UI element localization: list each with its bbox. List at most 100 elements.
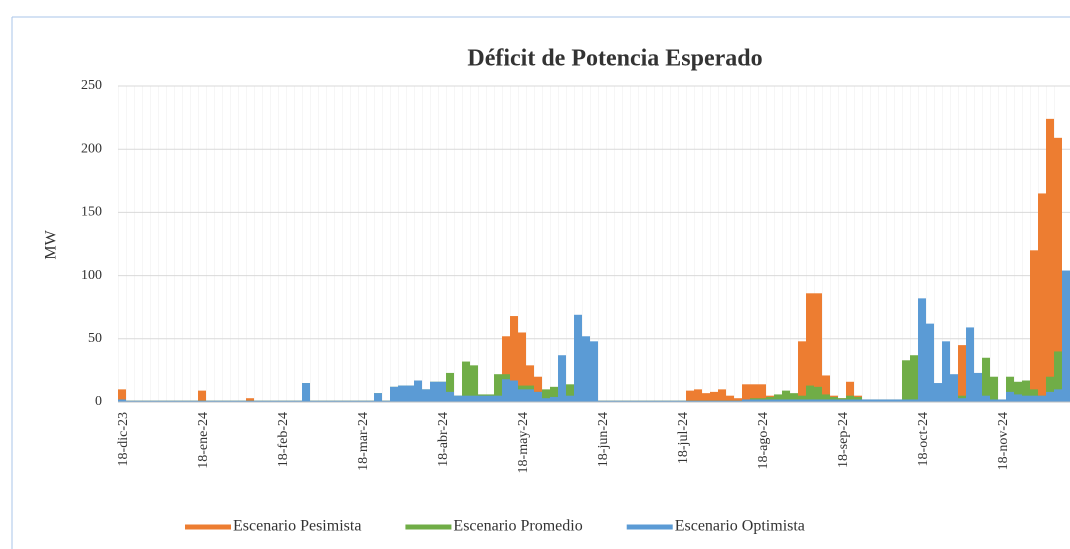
bar [846, 381, 854, 402]
bar [982, 395, 990, 402]
bar [806, 385, 814, 402]
bar [734, 400, 742, 402]
y-tick-label: 50 [88, 331, 102, 346]
chart-title: Déficit de Potencia Esperado [467, 46, 762, 72]
bar [222, 400, 230, 402]
x-tick-label: 18-oct-24 [916, 412, 931, 466]
bar [542, 398, 550, 402]
bar [710, 391, 718, 402]
bar [638, 400, 646, 402]
bar [766, 399, 774, 402]
bar [262, 400, 270, 402]
bar [230, 400, 238, 402]
bar [910, 399, 918, 402]
bar [518, 332, 526, 402]
bar [550, 396, 558, 402]
bar [134, 400, 142, 402]
bar [518, 389, 526, 402]
bar [414, 380, 422, 402]
bar [182, 400, 190, 402]
bar [894, 399, 902, 402]
bar [390, 386, 398, 402]
bar [310, 400, 318, 402]
bar [590, 341, 598, 402]
bar [558, 355, 566, 402]
bar [726, 395, 734, 402]
bar [622, 400, 630, 402]
bar [534, 376, 542, 402]
bar [830, 399, 838, 402]
bar [1038, 395, 1046, 402]
bar [942, 341, 950, 402]
bar [1006, 391, 1014, 402]
bar [566, 395, 574, 402]
bar [318, 400, 326, 402]
x-tick-label: 18-jun-24 [596, 412, 611, 467]
bar [774, 394, 782, 402]
bar [902, 399, 910, 402]
bar [966, 327, 974, 402]
x-tick-label: 18-jul-24 [676, 412, 691, 464]
bar [790, 393, 798, 402]
bar [790, 399, 798, 402]
x-tick-label: 18-sep-24 [836, 412, 851, 468]
bar [190, 400, 198, 402]
bar [142, 400, 150, 402]
bar [758, 399, 766, 402]
bar [630, 400, 638, 402]
bar [1038, 193, 1046, 402]
bar [486, 395, 494, 402]
y-tick-label: 250 [81, 78, 102, 93]
y-axis-label: MW [43, 229, 60, 259]
bar [606, 400, 614, 402]
bar [246, 400, 254, 402]
bar [686, 390, 694, 402]
bar [958, 345, 966, 402]
bar [846, 395, 854, 402]
bar [462, 395, 470, 402]
bar [886, 399, 894, 402]
bar [534, 391, 542, 402]
bar [982, 357, 990, 402]
bar [950, 374, 958, 402]
bar [1054, 389, 1062, 402]
bar [1054, 137, 1062, 402]
bar [406, 385, 414, 402]
bar [1030, 395, 1038, 402]
bar [718, 400, 726, 402]
bar [1006, 376, 1014, 402]
bar [822, 375, 830, 402]
bar [798, 399, 806, 402]
bar [1054, 351, 1062, 402]
bar [542, 389, 550, 402]
bar [1062, 270, 1070, 402]
legend-label: Escenario Pesimista [233, 518, 361, 535]
bar [550, 386, 558, 402]
bar [470, 365, 478, 402]
bar [934, 383, 942, 402]
bar [470, 395, 478, 402]
bar [1046, 376, 1054, 402]
bar [1022, 395, 1030, 402]
bar [446, 391, 454, 402]
legend-label: Escenario Optimista [675, 518, 805, 535]
x-tick-label: 18-abr-24 [436, 412, 451, 467]
bar [990, 399, 998, 402]
x-tick-label: 18-mar-24 [356, 412, 371, 471]
bar [382, 400, 390, 402]
y-tick-label: 100 [81, 268, 102, 283]
bar [398, 385, 406, 402]
bar [566, 384, 574, 402]
bar [782, 399, 790, 402]
bar [1022, 380, 1030, 402]
bar [254, 400, 262, 402]
bar [718, 389, 726, 402]
bar [166, 400, 174, 402]
bar [774, 399, 782, 402]
bar [910, 355, 918, 402]
bar [758, 384, 766, 402]
bar [206, 400, 214, 402]
bar [494, 395, 502, 402]
bar [582, 336, 590, 402]
x-tick-label: 18-dic-23 [116, 412, 131, 466]
